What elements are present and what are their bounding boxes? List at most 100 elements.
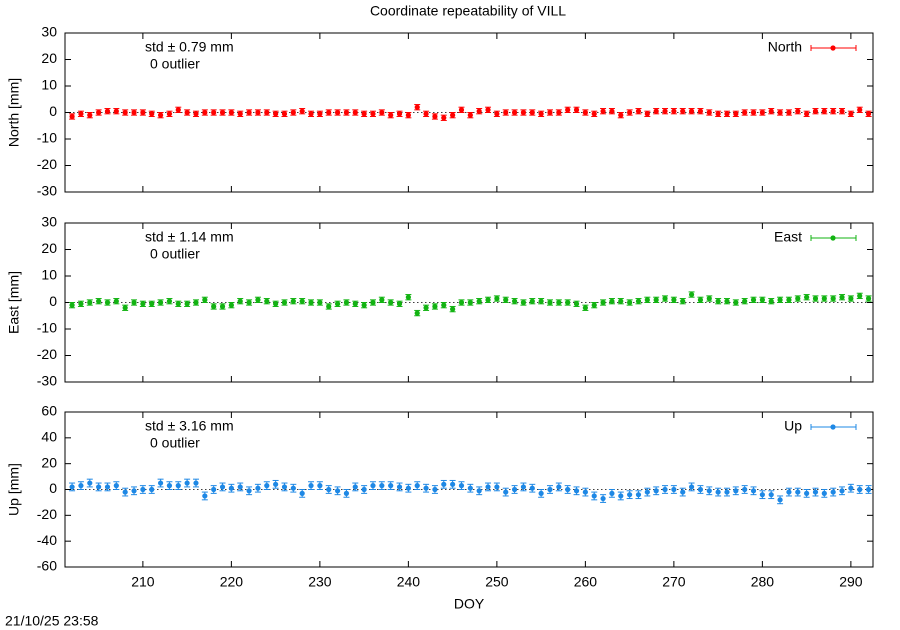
point	[246, 488, 252, 494]
point	[485, 484, 491, 490]
point	[405, 294, 411, 300]
point	[768, 108, 774, 114]
point	[582, 109, 588, 116]
point	[379, 483, 385, 489]
point	[414, 310, 420, 316]
point	[662, 108, 668, 114]
point	[618, 298, 624, 304]
point	[96, 484, 102, 490]
point	[830, 295, 836, 302]
point	[644, 489, 650, 495]
y-tick-label: 0	[49, 293, 57, 309]
y-tick-label: 20	[41, 50, 57, 66]
point	[211, 109, 217, 116]
point	[326, 486, 332, 493]
point	[618, 493, 624, 499]
y-tick-label: -60	[37, 558, 57, 574]
point	[432, 113, 438, 120]
x-tick-label: 220	[220, 574, 244, 590]
point	[157, 112, 164, 118]
outlier-label: 0 outlier	[150, 246, 200, 262]
point	[388, 112, 394, 118]
point	[255, 485, 261, 491]
point	[78, 301, 84, 307]
point	[273, 111, 279, 117]
point	[671, 297, 677, 303]
point	[680, 108, 686, 114]
y-tick-label: 40	[41, 429, 57, 445]
point	[308, 299, 314, 306]
point	[706, 295, 712, 302]
point	[467, 485, 473, 491]
point	[600, 299, 606, 306]
point	[370, 483, 376, 489]
point	[202, 493, 208, 499]
std-label: std ± 0.79 mm	[145, 39, 234, 55]
point	[529, 298, 535, 304]
point	[370, 299, 376, 306]
point	[255, 297, 261, 303]
point	[724, 298, 730, 304]
point	[69, 113, 75, 120]
point	[122, 489, 128, 495]
point	[140, 486, 146, 493]
point	[573, 301, 580, 307]
point	[520, 484, 527, 490]
point	[715, 298, 721, 304]
point	[352, 301, 358, 307]
point	[149, 111, 155, 117]
point	[759, 109, 765, 116]
point	[609, 298, 615, 304]
point	[69, 302, 75, 308]
point	[211, 486, 217, 493]
point	[450, 112, 456, 118]
point	[494, 295, 500, 302]
point	[202, 109, 208, 116]
point	[786, 489, 792, 495]
point	[219, 109, 226, 116]
outlier-label: 0 outlier	[150, 56, 200, 72]
point	[750, 109, 757, 116]
point	[423, 305, 429, 311]
point	[768, 492, 774, 498]
point	[299, 490, 305, 496]
point	[635, 492, 642, 498]
point	[715, 489, 721, 495]
point	[839, 294, 845, 300]
point	[688, 291, 695, 298]
point	[149, 486, 155, 493]
point	[635, 298, 642, 304]
point	[104, 299, 111, 306]
point	[131, 109, 137, 116]
point	[697, 486, 704, 493]
point	[299, 298, 305, 304]
point	[865, 486, 872, 493]
point	[211, 303, 217, 310]
point	[476, 488, 482, 494]
point	[396, 111, 403, 117]
point	[573, 488, 580, 494]
point	[290, 109, 296, 116]
y-tick-label: -20	[37, 156, 57, 172]
y-axis-label: East [mm]	[6, 271, 22, 334]
point	[370, 111, 376, 117]
point	[246, 299, 252, 306]
point	[848, 485, 854, 491]
point	[122, 109, 128, 116]
point	[538, 298, 544, 304]
point	[812, 108, 819, 114]
point	[812, 295, 819, 302]
point	[547, 486, 553, 493]
point	[157, 480, 164, 486]
point	[582, 305, 588, 311]
point	[476, 298, 482, 304]
y-tick-label: 0	[49, 480, 57, 496]
point	[848, 295, 854, 302]
point	[166, 111, 173, 117]
point	[627, 492, 633, 498]
point	[281, 484, 288, 490]
point	[458, 107, 465, 113]
point	[600, 495, 606, 502]
point	[228, 485, 234, 491]
